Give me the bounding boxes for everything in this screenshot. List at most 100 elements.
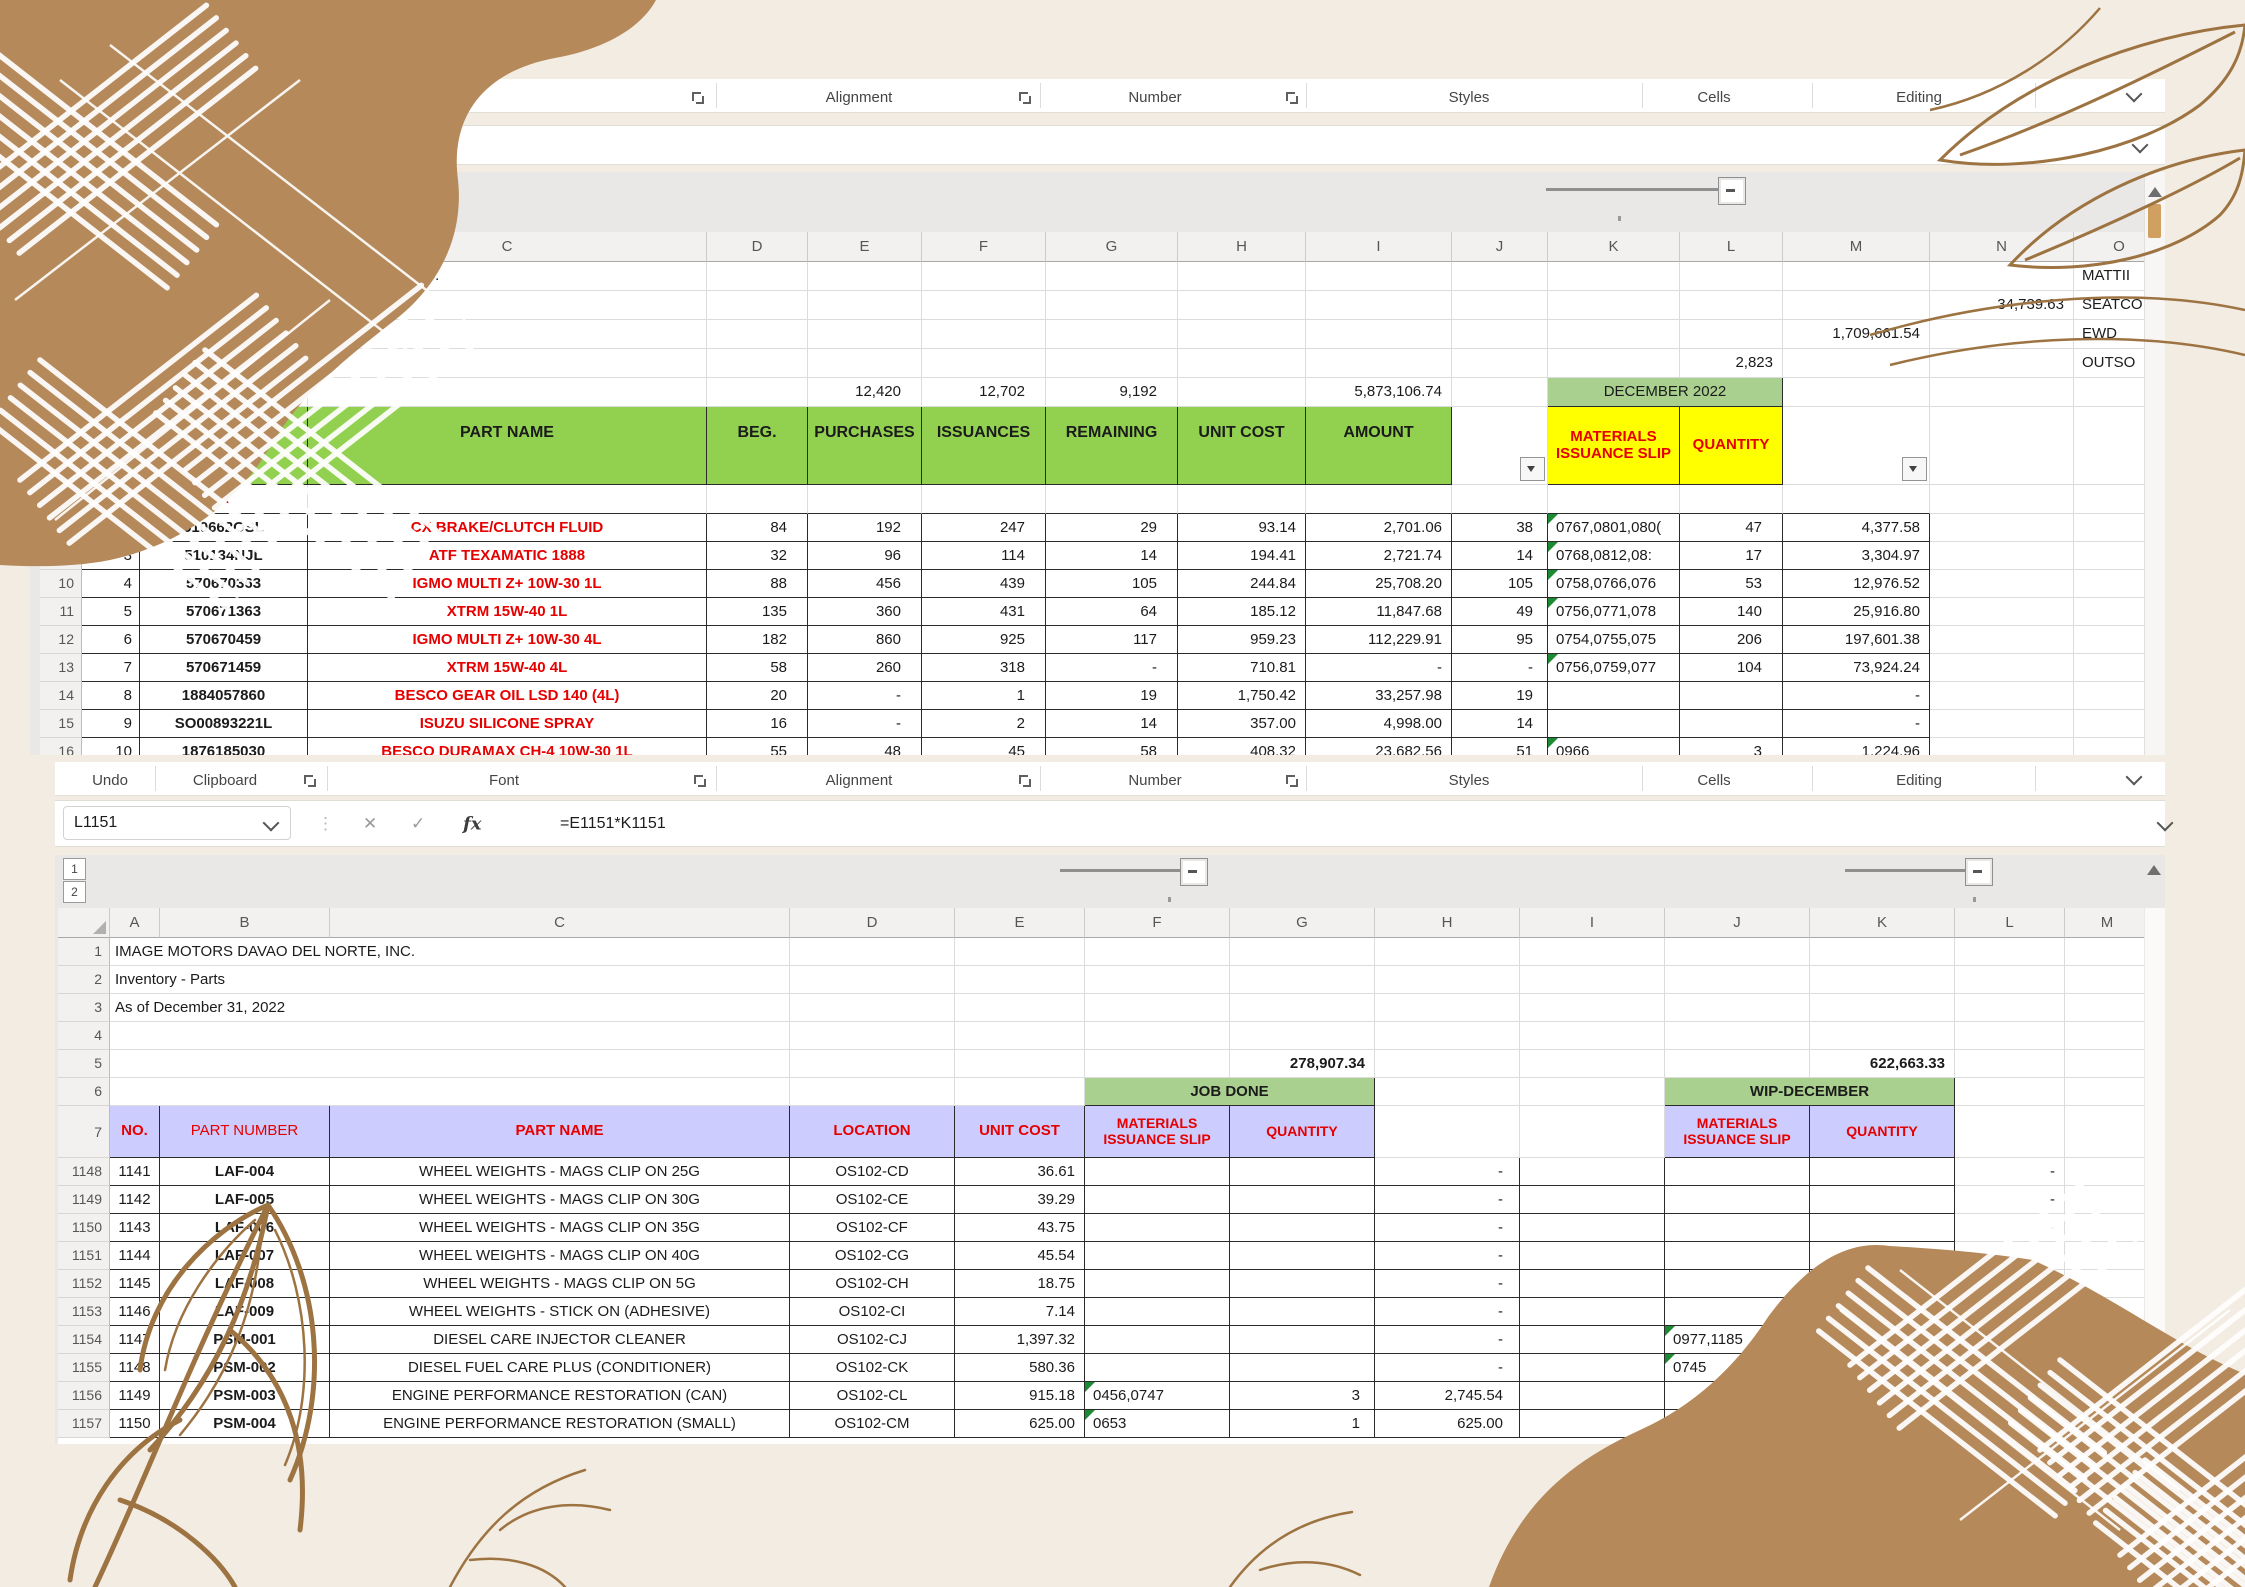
cell[interactable] [1306,291,1452,320]
cell[interactable] [1520,1382,1665,1410]
cell[interactable] [2065,1242,2150,1270]
cell-job-slip[interactable] [1085,1326,1230,1354]
cell[interactable] [1452,378,1548,407]
cell-part-name[interactable]: DIESEL CARE INJECTOR CLEANER [330,1326,790,1354]
cell-l[interactable] [1955,1326,2065,1354]
cell-wip-slip[interactable] [1665,1186,1810,1214]
row-number[interactable]: 1 [58,938,110,966]
column-header[interactable]: C [308,232,707,262]
cell[interactable] [1930,407,2074,485]
cell-job-slip[interactable] [1085,1186,1230,1214]
cell-wip-quantity[interactable] [1810,1410,1955,1438]
cell-unit-cost[interactable]: 625.00 [955,1410,1085,1438]
cell[interactable] [1452,320,1548,349]
header-no[interactable]: NO. [110,1106,160,1158]
cell-section-label[interactable]: A [140,485,308,514]
cell-part-name[interactable]: XTRM 15W-40 1L [308,598,707,626]
cell[interactable] [1178,349,1306,378]
cell-issuances[interactable]: 439 [922,570,1046,598]
cell-quantity[interactable]: 3 [1680,738,1783,755]
cell[interactable] [82,320,140,349]
cell[interactable] [1665,1022,1810,1050]
column-header[interactable]: C [330,908,790,938]
cell-location[interactable]: OS102-CF [790,1214,955,1242]
cell[interactable] [808,262,922,291]
cell[interactable] [1665,994,1810,1022]
cell[interactable] [2065,1382,2150,1410]
cell[interactable] [2065,1022,2150,1050]
cell-quantity[interactable]: 47 [1680,514,1783,542]
cell-unit-cost[interactable]: 408.32 [1178,738,1306,755]
wip-december-banner[interactable]: WIP-DECEMBER [1665,1078,1955,1106]
cell-wip-total[interactable]: 622,663.33 [1810,1050,1955,1078]
cell[interactable] [1930,349,2074,378]
cell-beg[interactable]: 20 [707,682,808,710]
vertical-scrollbar[interactable] [2144,908,2165,1444]
cell-job-quantity[interactable] [1230,1158,1375,1186]
cell-beg[interactable]: 135 [707,598,808,626]
job-done-banner[interactable]: JOB DONE [1085,1078,1375,1106]
cell-job-amount[interactable]: - [1375,1270,1520,1298]
cell-job-amount[interactable]: - [1375,1326,1520,1354]
cell-j[interactable]: 38 [1452,514,1548,542]
cell[interactable] [1810,966,1955,994]
row-number[interactable] [40,320,82,349]
cell-part-number[interactable]: 570670363 [140,570,308,598]
cell-amount[interactable]: 2,721.74 [1306,542,1452,570]
cell[interactable] [140,349,308,378]
cell-part-number[interactable]: LAF-007 [160,1242,330,1270]
cell[interactable] [1520,1050,1665,1078]
row-number[interactable]: 10 [40,570,82,598]
cell-purchases[interactable]: 260 [808,654,922,682]
cell-wip-quantity[interactable] [1810,1298,1955,1326]
cell-m[interactable]: 25,916.80 [1783,598,1930,626]
cell-part-name[interactable]: IGMO MULTI Z+ 10W-30 1L [308,570,707,598]
column-header[interactable]: A [110,908,160,938]
cell[interactable] [707,485,808,514]
cell-amount[interactable]: 25,708.20 [1306,570,1452,598]
cell-wip-quantity[interactable] [1810,1382,1955,1410]
cell[interactable] [1178,262,1306,291]
cell[interactable] [82,262,140,291]
cell[interactable] [1955,1106,2065,1158]
scrollbar-thumb[interactable] [2148,204,2161,238]
cell[interactable] [1665,966,1810,994]
row-number[interactable]: 14 [40,682,82,710]
cell-remaining[interactable]: 29 [1046,514,1178,542]
cell-part-name[interactable]: ATF TEXAMATIC 1888 [308,542,707,570]
row-number[interactable]: 5 [58,1050,110,1078]
cell[interactable] [1520,1242,1665,1270]
cell-job-slip[interactable] [1085,1270,1230,1298]
cell[interactable] [1783,485,1930,514]
cell[interactable] [922,262,1046,291]
column-header[interactable]: G [1046,232,1178,262]
cell[interactable] [110,1050,790,1078]
cell-j[interactable]: 19 [1452,682,1548,710]
cell[interactable] [1955,966,2065,994]
cell[interactable] [808,320,922,349]
cell[interactable] [1178,378,1306,407]
row-number[interactable]: 1152 [58,1270,110,1298]
header-blank[interactable] [1783,407,1930,485]
dialog-launcher-icon[interactable] [691,91,704,104]
column-header[interactable]: H [1178,232,1306,262]
column-header[interactable]: M [2065,908,2150,938]
cell-purchases[interactable]: 360 [808,598,922,626]
cell-part-number[interactable]: 510134NJL [140,542,308,570]
cell-m[interactable]: 4,377.58 [1783,514,1930,542]
chevron-down-icon[interactable] [2125,85,2143,103]
cell[interactable] [110,1022,790,1050]
row-number[interactable]: 13 [40,654,82,682]
row-number[interactable] [40,378,82,407]
cell[interactable] [2065,966,2150,994]
cell[interactable] [1930,262,2074,291]
cell[interactable] [1665,1050,1810,1078]
name-box[interactable]: L1151 [63,806,291,840]
cell-wip-quantity[interactable] [1810,1158,1955,1186]
column-header[interactable]: I [1520,908,1665,938]
cell-part-number[interactable]: LAF-006 [160,1214,330,1242]
cell-m[interactable]: 1,224.96 [1783,738,1930,755]
row-number[interactable]: 16 [40,738,82,755]
formula-bar-top[interactable]: PRAY [30,125,2165,165]
cell-job-amount[interactable]: - [1375,1158,1520,1186]
